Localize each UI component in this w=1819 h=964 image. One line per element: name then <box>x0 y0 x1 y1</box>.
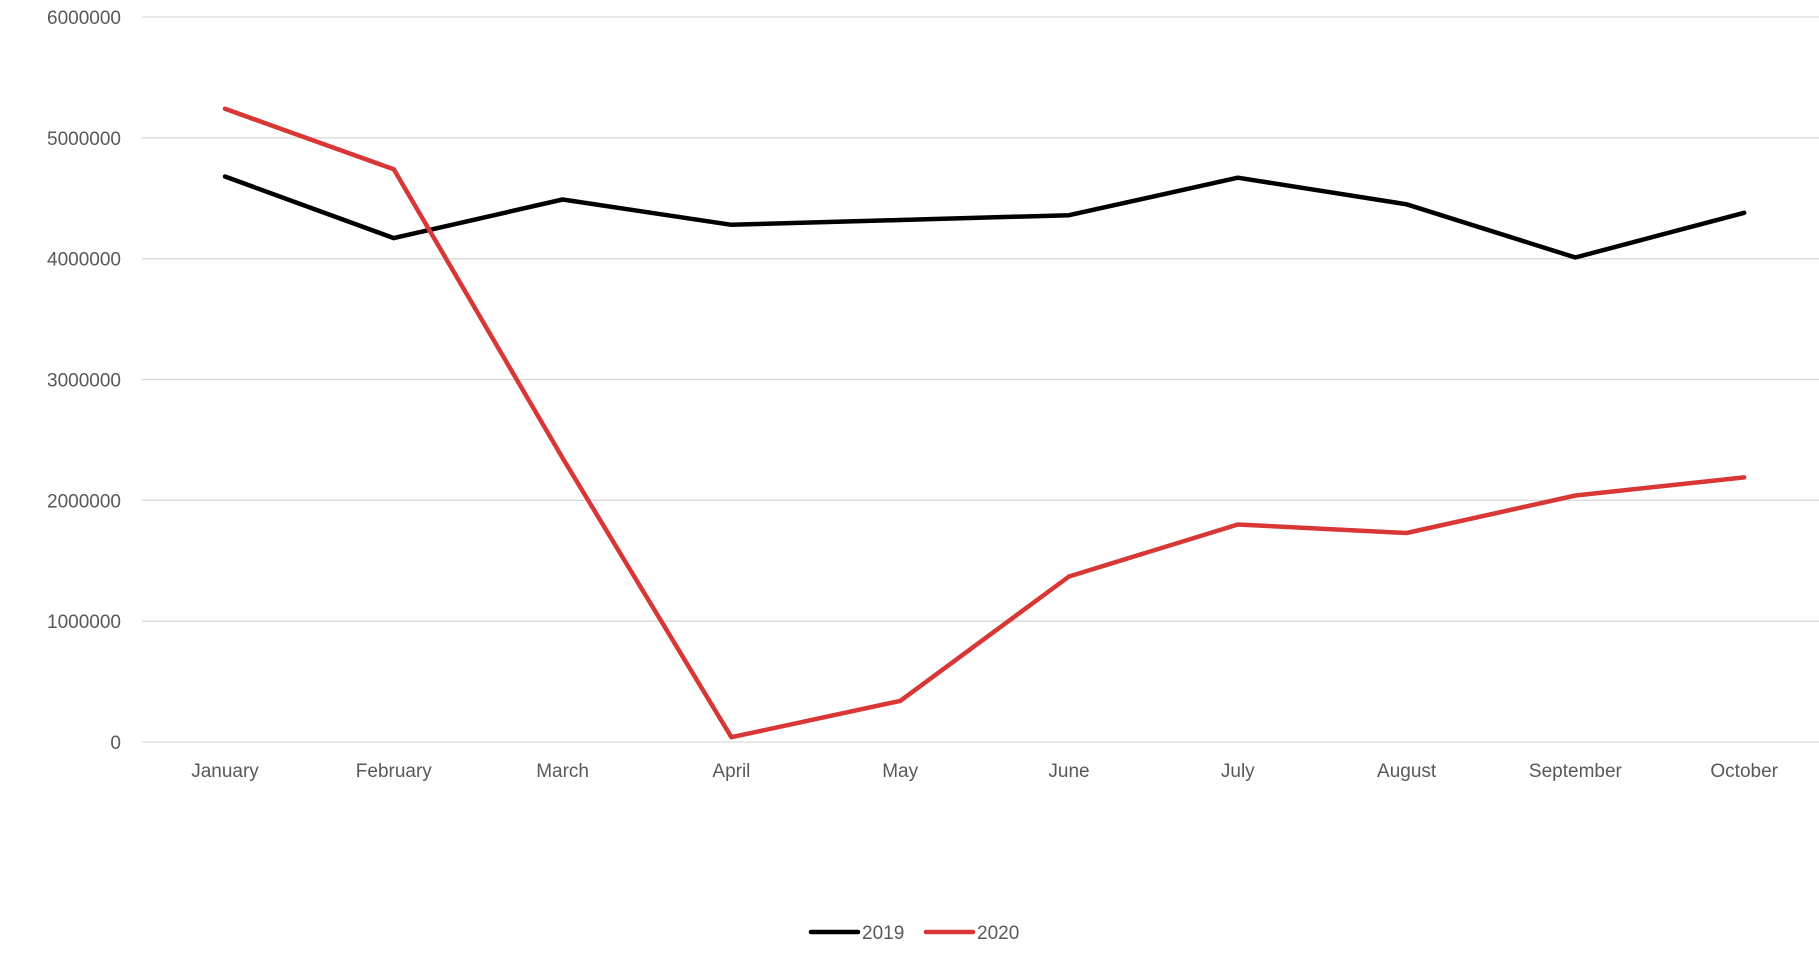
x-axis-tick-labels: January February March April May June July Augu… <box>191 761 1778 782</box>
y-tick-label: 3000000 <box>47 371 121 392</box>
legend-label: 2020 <box>977 923 1019 944</box>
x-tick-label: July <box>1221 761 1255 782</box>
y-tick-label: 6000000 <box>47 8 121 29</box>
x-tick-label: April <box>712 761 750 782</box>
y-axis-tick-labels: 0 1000000 2000000 3000000 4000000 5000000 6000… <box>47 8 121 754</box>
x-tick-label: June <box>1048 761 1089 782</box>
x-tick-label: October <box>1710 761 1778 782</box>
series-line-2020 <box>222 106 1747 740</box>
legend-label: 2019 <box>862 923 904 944</box>
legend: 2019 2020 <box>808 923 1019 944</box>
x-tick-label: January <box>191 761 259 782</box>
x-tick-label: August <box>1377 761 1437 782</box>
legend-item-2020: 2020 <box>923 923 1019 944</box>
y-tick-label: 2000000 <box>47 491 121 512</box>
series-line-2019 <box>222 174 1747 260</box>
y-tick-label: 0 <box>110 733 121 754</box>
x-tick-label: February <box>356 761 433 782</box>
x-tick-label: September <box>1529 761 1623 782</box>
x-tick-label: March <box>536 761 589 782</box>
legend-item-2019: 2019 <box>808 923 904 944</box>
y-tick-label: 1000000 <box>47 612 121 633</box>
y-tick-label: 5000000 <box>47 129 121 150</box>
y-tick-label: 4000000 <box>47 250 121 271</box>
series-lines <box>222 106 1747 740</box>
x-tick-label: May <box>882 761 918 782</box>
gridlines <box>142 16 1819 743</box>
